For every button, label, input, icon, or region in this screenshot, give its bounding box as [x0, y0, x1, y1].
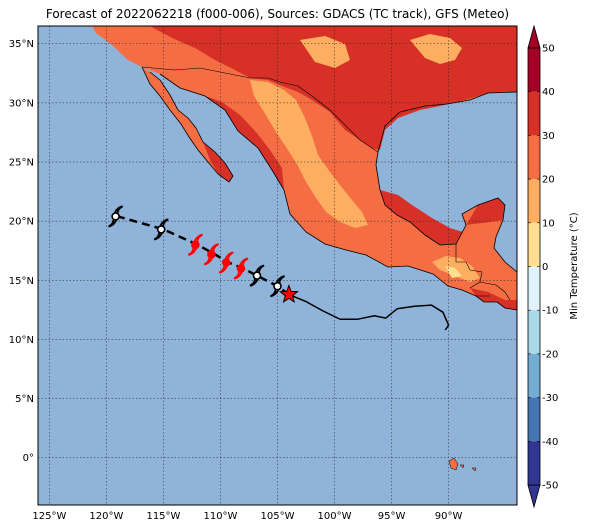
lon-tick-label: 100°W	[318, 511, 352, 522]
lat-tick-label: 0°	[23, 453, 34, 464]
lon-tick-label: 115°W	[146, 511, 180, 522]
colorbar-segment	[528, 92, 540, 136]
colorbar-tick-label: -10	[542, 306, 558, 317]
colorbar-label: Min Temperature (°C)	[569, 212, 580, 319]
colorbar-segment	[528, 267, 540, 311]
colorbar-tick-labels: 50 40 30 20 10 0 -10 -20 -30 -40 -50	[542, 44, 558, 492]
colorbar-tick-label: 20	[542, 175, 555, 186]
lon-tick-label: 90°W	[435, 511, 463, 522]
lat-tick-label: 25°N	[9, 158, 34, 169]
colorbar-segment	[528, 179, 540, 223]
lon-tick-label: 125°W	[32, 511, 66, 522]
colorbar-segment	[528, 441, 540, 485]
latitude-tick-labels: 35°N 30°N 25°N 20°N 15°N 10°N 5°N 0°	[9, 39, 34, 464]
colorbar-extend-min	[528, 485, 540, 507]
lon-tick-label: 105°W	[261, 511, 295, 522]
colorbar: 50 40 30 20 10 0 -10 -20 -30 -40 -50 Min Temperatu…	[528, 26, 580, 507]
colorbar-tick-label: -30	[542, 393, 558, 404]
colorbar-segment	[528, 135, 540, 179]
lon-tick-label: 120°W	[89, 511, 123, 522]
colorbar-segment	[528, 354, 540, 398]
lat-tick-label: 15°N	[9, 276, 34, 287]
colorbar-segment	[528, 398, 540, 442]
longitude-tick-labels: 125°W 120°W 115°W 110°W 105°W 100°W 95°W 90°W	[32, 511, 462, 522]
colorbar-tick-label: -50	[542, 481, 558, 492]
colorbar-segments	[528, 26, 540, 507]
lat-tick-label: 35°N	[9, 39, 34, 50]
colorbar-segment	[528, 223, 540, 267]
colorbar-tick-label: -20	[542, 349, 558, 360]
colorbar-tick-label: 0	[542, 262, 548, 273]
colorbar-tick-label: 30	[542, 131, 555, 142]
lat-tick-label: 10°N	[9, 335, 34, 346]
colorbar-tick-label: 50	[542, 44, 555, 55]
lat-tick-label: 20°N	[9, 217, 34, 228]
lon-tick-label: 110°W	[203, 511, 237, 522]
lat-tick-label: 5°N	[15, 394, 34, 405]
colorbar-tick-label: 10	[542, 218, 555, 229]
lat-tick-label: 30°N	[9, 98, 34, 109]
colorbar-tick-label: -40	[542, 437, 558, 448]
colorbar-segment	[528, 310, 540, 354]
colorbar-extend-max	[528, 26, 540, 48]
map-panel: 125°W 120°W 115°W 110°W 105°W 100°W 95°W 90°W 3…	[9, 26, 517, 522]
lon-tick-label: 95°W	[378, 511, 406, 522]
colorbar-tick-label: 40	[542, 87, 555, 98]
colorbar-segment	[528, 48, 540, 92]
